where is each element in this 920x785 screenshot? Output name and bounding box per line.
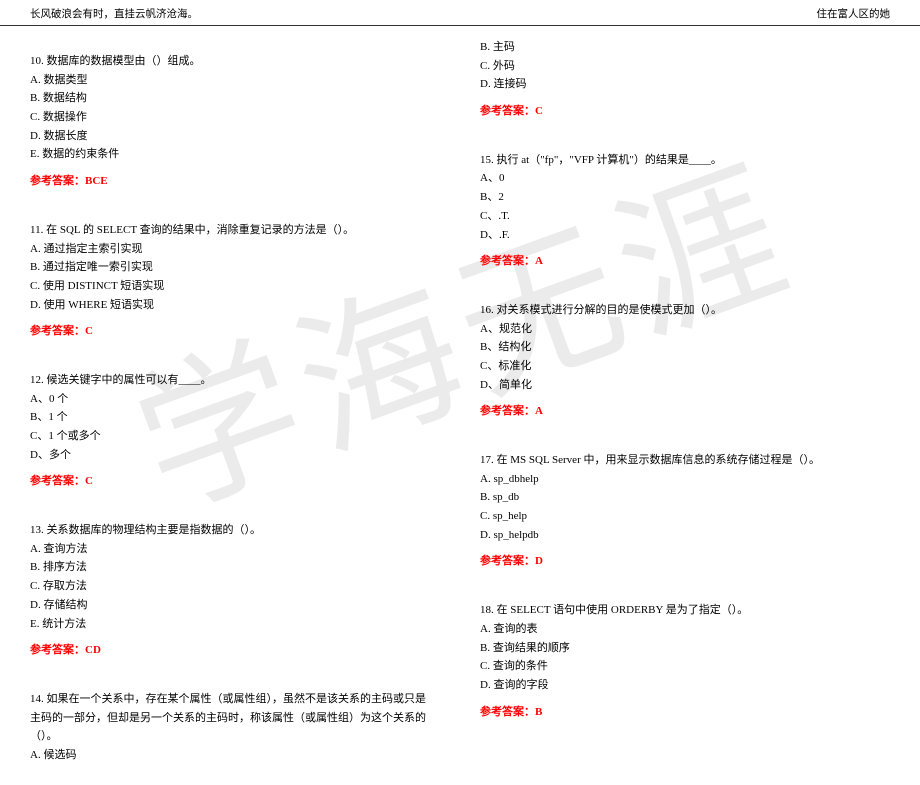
q17-option-d: D. sp_helpdb	[480, 526, 890, 545]
question-14-cont: B. 主码 C. 外码 D. 连接码	[480, 38, 890, 94]
q15-answer: 参考答案：A	[480, 252, 890, 271]
q14-option-b: B. 主码	[480, 38, 890, 57]
q14-answer: 参考答案：C	[480, 102, 890, 121]
question-12: 12. 候选关键字中的属性可以有____。 A、0 个 B、1 个 C、1 个或…	[30, 371, 430, 464]
q15-option-d: D、.F.	[480, 226, 890, 245]
q13-option-e: E. 统计方法	[30, 615, 430, 634]
q17-text: 17. 在 MS SQL Server 中，用来显示数据库信息的系统存储过程是（…	[480, 451, 890, 470]
q11-answer: 参考答案：C	[30, 322, 430, 341]
q13-option-c: C. 存取方法	[30, 577, 430, 596]
q18-text: 18. 在 SELECT 语句中使用 ORDERBY 是为了指定（）。	[480, 601, 890, 620]
question-14: 14. 如果在一个关系中，存在某个属性（或属性组），虽然不是该关系的主码或只是主…	[30, 690, 430, 765]
q17-option-a: A. sp_dbhelp	[480, 470, 890, 489]
q12-option-b: B、1 个	[30, 408, 430, 427]
question-15: 15. 执行 at（"fp"，"VFP 计算机"）的结果是____。 A、0 B…	[480, 151, 890, 244]
q11-option-d: D. 使用 WHERE 短语实现	[30, 296, 430, 315]
q18-option-c: C. 查询的条件	[480, 657, 890, 676]
q12-option-a: A、0 个	[30, 390, 430, 409]
q13-option-b: B. 排序方法	[30, 558, 430, 577]
q10-text: 10. 数据库的数据模型由（）组成。	[30, 52, 430, 71]
q11-option-c: C. 使用 DISTINCT 短语实现	[30, 277, 430, 296]
q18-option-b: B. 查询结果的顺序	[480, 639, 890, 658]
q10-option-e: E. 数据的约束条件	[30, 145, 430, 164]
q13-text: 13. 关系数据库的物理结构主要是指数据的（）。	[30, 521, 430, 540]
q16-option-d: D、简单化	[480, 376, 890, 395]
q10-answer: 参考答案：BCE	[30, 172, 430, 191]
q16-answer: 参考答案：A	[480, 402, 890, 421]
right-column: B. 主码 C. 外码 D. 连接码 参考答案：C 15. 执行 at（"fp"…	[480, 38, 890, 773]
q18-option-a: A. 查询的表	[480, 620, 890, 639]
q17-option-b: B. sp_db	[480, 488, 890, 507]
question-16: 16. 对关系模式进行分解的目的是使模式更加（）。 A、规范化 B、结构化 C、…	[480, 301, 890, 394]
question-18: 18. 在 SELECT 语句中使用 ORDERBY 是为了指定（）。 A. 查…	[480, 601, 890, 694]
question-10: 10. 数据库的数据模型由（）组成。 A. 数据类型 B. 数据结构 C. 数据…	[30, 52, 430, 164]
q15-option-a: A、0	[480, 169, 890, 188]
header-right: 住在富人区的她	[817, 6, 891, 21]
q16-option-b: B、结构化	[480, 338, 890, 357]
q10-option-c: C. 数据操作	[30, 108, 430, 127]
q12-option-c: C、1 个或多个	[30, 427, 430, 446]
page-content: 10. 数据库的数据模型由（）组成。 A. 数据类型 B. 数据结构 C. 数据…	[0, 26, 920, 785]
page-header: 长风破浪会有时，直挂云帆济沧海。 住在富人区的她	[0, 0, 920, 26]
q14-option-d: D. 连接码	[480, 75, 890, 94]
q12-option-d: D、多个	[30, 446, 430, 465]
q18-option-d: D. 查询的字段	[480, 676, 890, 695]
question-17: 17. 在 MS SQL Server 中，用来显示数据库信息的系统存储过程是（…	[480, 451, 890, 544]
q15-option-c: C、.T.	[480, 207, 890, 226]
q11-text: 11. 在 SQL 的 SELECT 查询的结果中，消除重复记录的方法是（）。	[30, 221, 430, 240]
q13-option-a: A. 查询方法	[30, 540, 430, 559]
q14-option-c: C. 外码	[480, 57, 890, 76]
q16-text: 16. 对关系模式进行分解的目的是使模式更加（）。	[480, 301, 890, 320]
q16-option-c: C、标准化	[480, 357, 890, 376]
q13-option-d: D. 存储结构	[30, 596, 430, 615]
q18-answer: 参考答案：B	[480, 703, 890, 722]
q10-option-b: B. 数据结构	[30, 89, 430, 108]
q11-option-b: B. 通过指定唯一索引实现	[30, 258, 430, 277]
q14-option-a: A. 候选码	[30, 746, 430, 765]
q16-option-a: A、规范化	[480, 320, 890, 339]
question-11: 11. 在 SQL 的 SELECT 查询的结果中，消除重复记录的方法是（）。 …	[30, 221, 430, 314]
q12-text: 12. 候选关键字中的属性可以有____。	[30, 371, 430, 390]
q15-option-b: B、2	[480, 188, 890, 207]
q11-option-a: A. 通过指定主索引实现	[30, 240, 430, 259]
q12-answer: 参考答案：C	[30, 472, 430, 491]
q14-text: 14. 如果在一个关系中，存在某个属性（或属性组），虽然不是该关系的主码或只是主…	[30, 690, 430, 746]
question-13: 13. 关系数据库的物理结构主要是指数据的（）。 A. 查询方法 B. 排序方法…	[30, 521, 430, 633]
q10-option-d: D. 数据长度	[30, 127, 430, 146]
header-left: 长风破浪会有时，直挂云帆济沧海。	[30, 6, 198, 21]
q17-answer: 参考答案：D	[480, 552, 890, 571]
q10-option-a: A. 数据类型	[30, 71, 430, 90]
q17-option-c: C. sp_help	[480, 507, 890, 526]
left-column: 10. 数据库的数据模型由（）组成。 A. 数据类型 B. 数据结构 C. 数据…	[30, 38, 430, 773]
q15-text: 15. 执行 at（"fp"，"VFP 计算机"）的结果是____。	[480, 151, 890, 170]
